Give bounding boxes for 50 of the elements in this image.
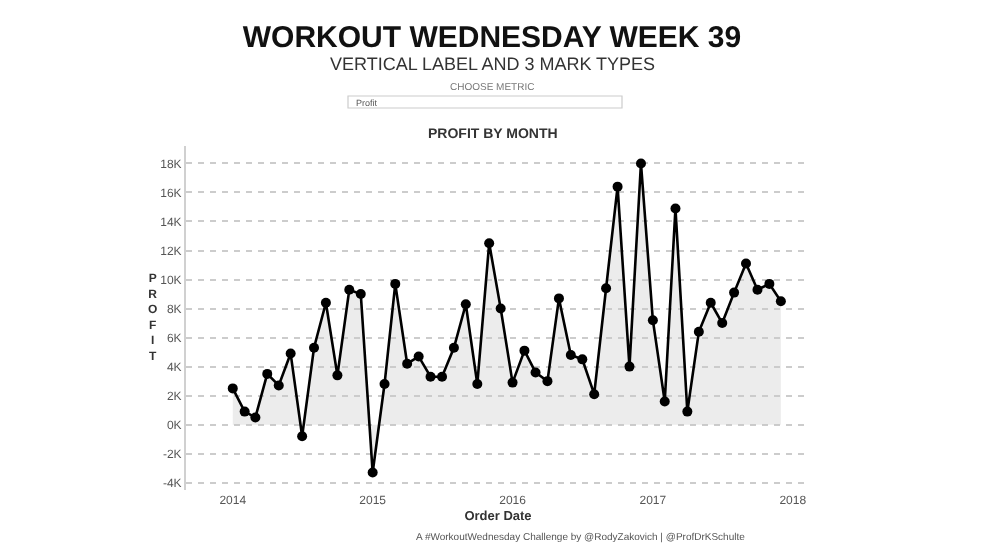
point [472,379,483,390]
point [425,371,436,382]
chart-title: WORKOUT WEDNESDAY WEEK 39 [242,20,742,55]
point [589,389,600,400]
point [332,370,343,381]
point [577,354,588,365]
point [250,412,261,423]
point [752,284,763,295]
point [379,379,390,390]
point [227,383,238,394]
point [764,278,775,289]
chart-subtitle: VERTICAL LABEL AND 3 MARK TYPES [330,54,656,74]
point [530,367,541,378]
point [402,358,413,369]
point [624,361,635,372]
point [647,315,658,326]
point [273,380,284,391]
point [729,287,740,298]
point [507,377,518,388]
point [775,296,786,307]
point [519,345,530,356]
point [262,368,273,379]
point [437,371,448,382]
point [355,289,366,300]
point [717,318,728,329]
point [460,299,471,310]
point [670,203,681,214]
point [705,297,716,308]
point [612,181,623,192]
point [484,238,495,249]
point [565,350,576,361]
point [320,297,331,308]
point [285,348,296,359]
point [542,376,553,387]
point [297,431,308,442]
point [553,293,564,304]
point [601,283,612,294]
point [635,158,646,169]
point [659,396,670,407]
point [309,342,320,353]
point [239,406,250,417]
point [495,303,506,314]
point [693,326,704,337]
point [413,351,424,362]
point [741,258,751,269]
point [682,406,693,417]
point [344,284,355,295]
point [448,342,459,353]
point [390,278,401,289]
point [367,467,378,478]
